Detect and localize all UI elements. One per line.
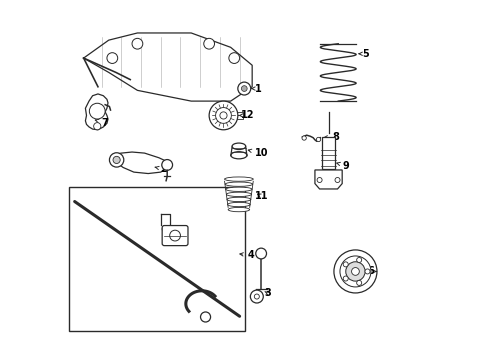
Ellipse shape bbox=[227, 197, 251, 202]
Text: 2: 2 bbox=[155, 164, 168, 174]
Circle shape bbox=[107, 53, 118, 63]
Circle shape bbox=[335, 177, 340, 183]
Text: 10: 10 bbox=[248, 148, 269, 158]
Ellipse shape bbox=[226, 187, 252, 192]
Circle shape bbox=[343, 276, 348, 281]
Circle shape bbox=[89, 103, 105, 119]
Circle shape bbox=[109, 153, 124, 167]
Bar bbox=[69, 187, 245, 330]
Circle shape bbox=[238, 82, 251, 95]
Ellipse shape bbox=[231, 152, 247, 159]
Ellipse shape bbox=[225, 182, 253, 186]
Circle shape bbox=[170, 230, 180, 241]
Ellipse shape bbox=[226, 192, 251, 197]
Circle shape bbox=[113, 156, 120, 163]
Circle shape bbox=[302, 136, 306, 140]
Bar bbox=[322, 137, 335, 169]
Circle shape bbox=[357, 280, 362, 285]
Circle shape bbox=[357, 257, 362, 262]
Text: 4: 4 bbox=[240, 250, 255, 260]
Circle shape bbox=[317, 137, 320, 141]
Circle shape bbox=[365, 269, 370, 274]
Text: 1: 1 bbox=[252, 84, 262, 94]
Circle shape bbox=[94, 123, 101, 130]
Circle shape bbox=[229, 53, 240, 63]
Ellipse shape bbox=[224, 177, 253, 181]
Circle shape bbox=[209, 101, 238, 130]
Circle shape bbox=[220, 112, 227, 119]
Text: 3: 3 bbox=[264, 288, 271, 298]
Polygon shape bbox=[112, 152, 170, 174]
Circle shape bbox=[352, 267, 359, 275]
Text: 9: 9 bbox=[337, 161, 350, 171]
Circle shape bbox=[256, 248, 267, 259]
Circle shape bbox=[250, 290, 263, 303]
Polygon shape bbox=[315, 170, 342, 189]
Circle shape bbox=[132, 39, 143, 49]
Circle shape bbox=[242, 86, 247, 91]
Circle shape bbox=[216, 108, 231, 123]
Circle shape bbox=[346, 262, 365, 281]
Ellipse shape bbox=[227, 202, 250, 207]
Text: 7: 7 bbox=[95, 118, 108, 128]
Circle shape bbox=[254, 294, 259, 299]
Circle shape bbox=[162, 159, 172, 170]
Circle shape bbox=[162, 226, 168, 232]
Polygon shape bbox=[85, 94, 108, 130]
Circle shape bbox=[200, 312, 211, 322]
Ellipse shape bbox=[232, 143, 245, 149]
Text: 12: 12 bbox=[239, 111, 255, 121]
Circle shape bbox=[340, 256, 371, 287]
FancyBboxPatch shape bbox=[162, 226, 188, 246]
Text: 8: 8 bbox=[324, 132, 339, 142]
Circle shape bbox=[334, 250, 377, 293]
Text: 6: 6 bbox=[367, 266, 376, 276]
Text: 5: 5 bbox=[359, 49, 369, 59]
Text: 11: 11 bbox=[255, 191, 269, 201]
Circle shape bbox=[343, 262, 348, 267]
Ellipse shape bbox=[228, 207, 250, 212]
Circle shape bbox=[204, 39, 215, 49]
Circle shape bbox=[317, 177, 322, 183]
